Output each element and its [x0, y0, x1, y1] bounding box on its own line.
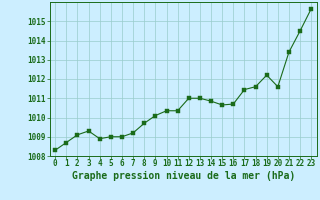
X-axis label: Graphe pression niveau de la mer (hPa): Graphe pression niveau de la mer (hPa)	[72, 171, 295, 181]
